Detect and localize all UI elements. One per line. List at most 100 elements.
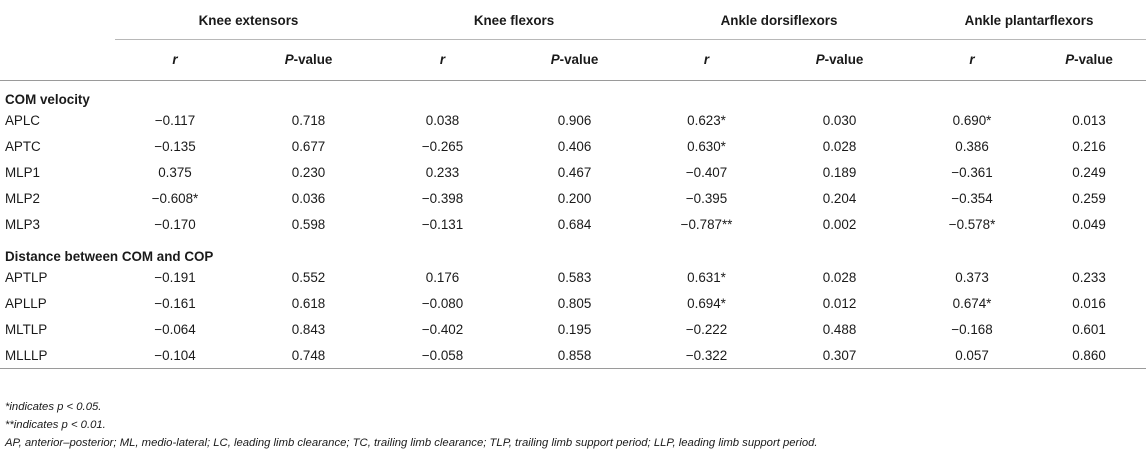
p-value-cell: 0.677 — [291, 139, 326, 154]
r-value-cell: 0.386 — [955, 139, 989, 154]
p-value-cell: 0.718 — [291, 113, 326, 128]
group-header-ankle-dorsiflexors: Ankle dorsiflexors — [646, 0, 913, 40]
r-value-cell: 0.057 — [955, 347, 989, 363]
row-label: APTC — [5, 139, 41, 154]
r-value-cell: 0.375 — [158, 165, 192, 180]
section-header-row: COM velocity — [0, 80, 1146, 108]
p-value-cell: 0.748 — [291, 347, 326, 363]
p-value-cell: 0.036 — [291, 191, 326, 206]
footnote-abbreviations: AP, anterior–posterior; ML, medio-latera… — [5, 437, 818, 449]
p-value-cell: 0.598 — [291, 217, 326, 232]
r-value-cell: −0.407 — [685, 165, 728, 180]
row-label: MLP1 — [5, 165, 40, 180]
p-value-cell: 0.013 — [1072, 113, 1106, 128]
p-value-cell: 0.860 — [1072, 347, 1106, 363]
corner-cell — [0, 0, 115, 40]
p-value-cell: 0.049 — [1072, 217, 1106, 232]
r-value-cell: −0.265 — [421, 139, 464, 154]
r-value-cell: −0.354 — [951, 191, 993, 206]
p-value-cell: 0.012 — [822, 296, 857, 311]
r-value-cell: −0.064 — [154, 322, 196, 337]
p-value-cell: 0.230 — [291, 165, 326, 180]
p-value-cell: 0.307 — [822, 347, 857, 363]
r-value-cell: −0.058 — [421, 347, 464, 363]
r-value-cell: −0.168 — [951, 322, 993, 337]
p-value-cell: 0.858 — [557, 347, 592, 363]
sub-header-r: r — [969, 52, 975, 68]
r-value-cell: −0.398 — [421, 191, 464, 206]
table-row: MLP2 −0.608* 0.036 −0.398 0.200 −0.395 0.204 −0… — [0, 186, 1146, 212]
sub-header-r: r — [439, 52, 446, 68]
sub-header-blank — [0, 40, 115, 80]
r-value-cell: −0.170 — [154, 217, 196, 232]
r-value-cell: 0.176 — [425, 270, 460, 285]
p-value-cell: 0.030 — [822, 113, 857, 128]
row-label: MLTLP — [5, 322, 48, 337]
row-label: APLLP — [5, 296, 47, 311]
r-value-cell: 0.038 — [425, 113, 460, 128]
sub-header-p-value: P-value — [550, 52, 599, 68]
group-header-knee-extensors: Knee extensors — [115, 0, 383, 40]
correlation-table: Knee extensors Knee flexors Ankle dorsif… — [0, 0, 1146, 369]
group-header-row: Knee extensors Knee flexors Ankle dorsif… — [0, 0, 1146, 40]
p-value-cell: 0.028 — [822, 270, 857, 285]
table-row: APLC −0.117 0.718 0.038 0.906 0.623* 0.030 0.69… — [0, 108, 1146, 134]
r-value-cell: −0.787** — [680, 217, 733, 232]
footnote-p05: *indicates p < 0.05. — [5, 401, 102, 413]
p-value-cell: 0.552 — [291, 270, 326, 285]
r-value-cell: −0.578* — [948, 217, 996, 232]
p-value-cell: 0.843 — [291, 322, 326, 337]
sub-header-p-value: P-value — [1065, 52, 1113, 68]
p-value-cell: 0.233 — [1072, 270, 1106, 285]
table-row: MLTLP −0.064 0.843 −0.402 0.195 −0.222 0.488 −0… — [0, 317, 1146, 343]
r-value-cell: −0.191 — [154, 270, 196, 285]
p-value-cell: 0.002 — [822, 217, 857, 232]
p-value-cell: 0.200 — [557, 191, 592, 206]
group-header-ankle-plantarflexors: Ankle plantarflexors — [912, 0, 1146, 40]
r-value-cell: −0.395 — [685, 191, 728, 206]
table-row: MLP3 −0.170 0.598 −0.131 0.684 −0.787** 0.002 −… — [0, 212, 1146, 238]
r-value-cell: −0.322 — [685, 347, 728, 363]
table-row: APTLP −0.191 0.552 0.176 0.583 0.631* 0.028 0.3… — [0, 265, 1146, 291]
p-value-cell: 0.805 — [557, 296, 592, 311]
r-value-cell: 0.623* — [687, 113, 726, 128]
r-value-cell: 0.694* — [687, 296, 726, 311]
p-value-cell: 0.488 — [822, 322, 857, 337]
r-value-cell: 0.233 — [425, 165, 460, 180]
r-value-cell: −0.402 — [421, 322, 464, 337]
p-value-cell: 0.583 — [557, 270, 592, 285]
p-value-cell: 0.249 — [1072, 165, 1106, 180]
sub-header-row: r P-value r P-value r P-value r P-value — [0, 40, 1146, 80]
row-label: MLLLP — [5, 347, 48, 363]
table-footnotes: *indicates p < 0.05. **indicates p < 0.0… — [5, 398, 1141, 452]
group-header-knee-flexors: Knee flexors — [382, 0, 647, 40]
r-value-cell: −0.117 — [154, 113, 196, 128]
p-value-cell: 0.028 — [822, 139, 857, 154]
section-header-row: Distance between COM and COP — [0, 238, 1146, 265]
footnote-p01: **indicates p < 0.01. — [5, 419, 106, 431]
r-value-cell: 0.690* — [952, 113, 992, 128]
sub-header-p-value: P-value — [815, 52, 864, 68]
section-title: COM velocity — [5, 91, 90, 107]
r-value-cell: 0.674* — [952, 296, 992, 311]
p-value-cell: 0.259 — [1072, 191, 1106, 206]
p-value-cell: 0.406 — [557, 139, 592, 154]
p-value-cell: 0.016 — [1072, 296, 1106, 311]
r-value-cell: −0.222 — [685, 322, 728, 337]
r-value-cell: −0.104 — [154, 347, 196, 363]
table-body: COM velocity APLC −0.117 0.718 0.038 0.906 0.6… — [0, 80, 1146, 369]
table-row: MLP1 0.375 0.230 0.233 0.467 −0.407 0.189 −0.36… — [0, 160, 1146, 186]
p-value-cell: 0.216 — [1072, 139, 1106, 154]
table-row: APTC −0.135 0.677 −0.265 0.406 0.630* 0.028 0.3… — [0, 134, 1146, 160]
r-value-cell: 0.630* — [687, 139, 726, 154]
p-value-cell: 0.467 — [557, 165, 592, 180]
p-value-cell: 0.601 — [1072, 322, 1106, 337]
section-title: Distance between COM and COP — [5, 248, 214, 264]
row-label: MLP3 — [5, 217, 40, 232]
r-value-cell: −0.131 — [421, 217, 464, 232]
p-value-cell: 0.684 — [557, 217, 592, 232]
row-label: MLP2 — [5, 191, 40, 206]
r-value-cell: −0.161 — [154, 296, 196, 311]
sub-header-r: r — [703, 52, 710, 68]
